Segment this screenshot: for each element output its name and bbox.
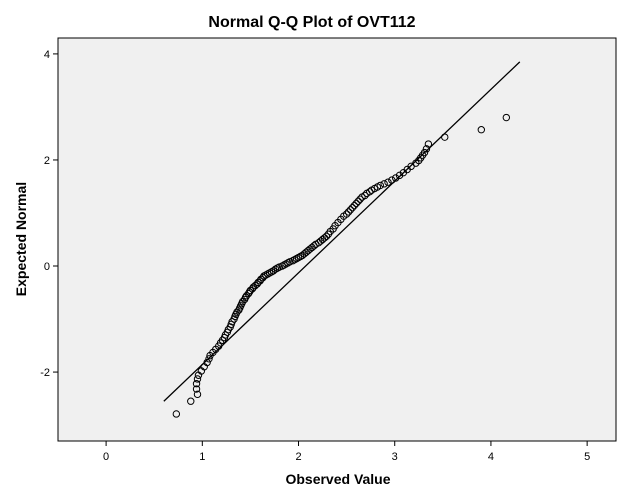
data-point [356, 195, 364, 203]
data-point [477, 126, 486, 134]
x-tick-label: 0 [103, 451, 109, 463]
data-point [350, 201, 359, 210]
x-tick-label: 1 [199, 451, 205, 463]
x-tick-label: 3 [392, 451, 398, 463]
data-points [172, 113, 511, 418]
data-point [424, 140, 433, 148]
data-point [193, 390, 202, 399]
data-point [388, 176, 396, 184]
data-point [502, 113, 511, 122]
data-point [391, 174, 400, 182]
y-ticks: -2 0 2 4 [40, 49, 58, 379]
plot-area [57, 37, 617, 442]
x-axis-label: Observed Value [285, 471, 390, 487]
data-point [352, 199, 360, 208]
x-tick-label: 2 [295, 451, 301, 463]
data-point [269, 267, 278, 275]
y-tick-label: 0 [44, 261, 50, 273]
data-point [420, 148, 429, 157]
x-tick-label: 5 [584, 451, 590, 463]
data-point [441, 133, 449, 141]
data-point [172, 410, 181, 418]
data-point [384, 178, 392, 186]
data-point [422, 145, 431, 153]
data-point [192, 385, 201, 393]
data-point [342, 210, 351, 218]
x-ticks: 0 1 2 3 4 5 [103, 441, 590, 463]
y-tick-label: 4 [44, 49, 50, 61]
data-point [395, 171, 404, 180]
x-tick-label: 4 [488, 451, 494, 463]
data-point [354, 197, 362, 206]
y-axis-label: Expected Normal [13, 182, 29, 296]
data-point [192, 380, 201, 388]
data-point [376, 181, 384, 190]
data-point [348, 203, 357, 212]
data-point [320, 234, 329, 242]
data-point [193, 375, 202, 383]
y-tick-label: -2 [40, 367, 50, 379]
data-point [380, 180, 388, 188]
data-point [187, 397, 195, 405]
data-point [361, 191, 369, 200]
data-point [322, 232, 331, 241]
data-point [346, 206, 355, 214]
y-tick-label: 2 [44, 155, 50, 167]
data-point [205, 355, 213, 363]
data-point [203, 358, 211, 367]
data-point [344, 208, 353, 216]
chart-title: Normal Q-Q Plot of OVT112 [208, 14, 415, 31]
